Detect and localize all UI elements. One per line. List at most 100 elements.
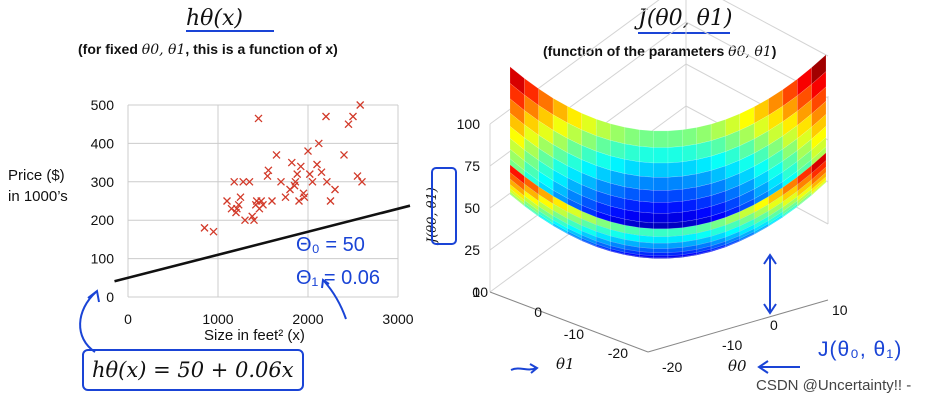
title-underline — [186, 30, 274, 32]
data-point — [314, 139, 323, 148]
z-axis-label-box — [431, 167, 457, 245]
data-point — [250, 216, 258, 225]
z-tick-label: 100 — [457, 116, 481, 132]
theta1-axis-label: θ1 — [556, 355, 575, 373]
data-point — [313, 160, 321, 169]
x-tick-label: 2000 — [292, 311, 323, 327]
y-tick-label: 400 — [91, 135, 115, 151]
data-point — [259, 200, 267, 209]
y-tick-label: 200 — [91, 212, 115, 228]
theta1-axis — [489, 291, 649, 353]
left-title: hθ(x) — [186, 6, 243, 31]
hypothesis-box: hθ(x) = 50 + 0.06x — [82, 349, 304, 391]
x-tick-label: 1000 — [202, 311, 233, 327]
data-point — [241, 216, 249, 225]
y-tick-label: 0 — [106, 289, 114, 305]
theta0-axis — [647, 299, 829, 353]
data-point — [236, 193, 245, 202]
handwritten-cost-label: J(θ₀, θ₁) — [818, 338, 903, 361]
annotation-theta0: Θ₀ = 50 — [296, 234, 365, 256]
data-point — [300, 193, 309, 202]
data-point — [223, 197, 231, 205]
distance-arrow-heads — [763, 253, 777, 315]
y-axis-label-line1: Price ($) — [8, 167, 65, 184]
data-point — [308, 177, 317, 186]
theta1-tick-label: -10 — [564, 326, 584, 342]
x-tick-label: 3000 — [382, 311, 413, 327]
y-axis-label-line2: in 1000’s — [8, 188, 68, 205]
y-axis-label: Price ($) in 1000’s — [8, 165, 68, 207]
y-tick-label: 300 — [91, 174, 115, 190]
right-title: J(θ0, θ1) — [638, 6, 733, 31]
x-axis-label: Size in feet² (x) — [204, 327, 305, 344]
data-point — [358, 177, 366, 186]
data-point — [264, 166, 273, 175]
hypothesis-formula: hθ(x) = 50 + 0.06x — [92, 358, 294, 382]
data-point — [317, 168, 326, 177]
data-point — [230, 177, 239, 186]
subtitle-params: θ0, θ1 — [141, 42, 186, 58]
theta1-tick-label: -20 — [608, 345, 628, 361]
annotation-slope-arrow-head — [321, 278, 330, 289]
data-point — [277, 177, 285, 186]
z-tick-label: 50 — [464, 200, 480, 216]
data-point — [248, 212, 257, 221]
data-point — [340, 150, 348, 159]
y-tick-label: 100 — [91, 251, 115, 267]
right-subtitle-params: θ0, θ1 — [728, 44, 772, 60]
data-point — [281, 193, 290, 202]
data-point — [296, 162, 305, 171]
data-point — [254, 114, 263, 123]
theta0-axis-label: θ0 — [728, 357, 747, 375]
annotation-slope-arrow — [323, 280, 347, 320]
z-tick-label: 75 — [464, 158, 480, 174]
data-point — [268, 197, 276, 205]
theta0-tick-label: 10 — [832, 302, 848, 318]
data-point — [287, 158, 296, 167]
watermark: CSDN @Uncertainty!! - — [756, 377, 912, 394]
subtitle-prefix: (for fixed — [78, 41, 142, 57]
data-point — [234, 200, 243, 209]
y-tick-label: 500 — [91, 97, 115, 113]
theta0-tick-label: -10 — [722, 337, 742, 353]
theta0-tick-label: -20 — [662, 359, 682, 375]
data-point — [322, 112, 330, 121]
left-subtitle: (for fixed θ0, θ1, this is a function of… — [78, 41, 338, 58]
data-point — [304, 147, 312, 156]
data-point — [305, 170, 314, 179]
data-point — [209, 227, 218, 236]
data-point — [349, 112, 357, 121]
z-grid-line-right — [722, 0, 829, 57]
cost-surface — [509, 54, 827, 259]
x-tick-label: 0 — [124, 311, 132, 327]
hypothesis-line — [114, 204, 411, 283]
data-point — [295, 197, 303, 205]
z-tick-label: 0 — [472, 284, 480, 300]
data-point — [257, 197, 266, 205]
subtitle-suffix: , this is a function of x) — [185, 41, 338, 57]
data-point — [353, 172, 362, 180]
right-subtitle-prefix: (function of the parameters — [543, 43, 729, 59]
data-point — [272, 150, 281, 159]
annotation-arrow-head — [87, 289, 100, 303]
annotation-theta1: Θ₁ = 0.06 — [296, 267, 381, 289]
data-point — [331, 185, 339, 194]
data-point — [293, 170, 302, 179]
data-point — [291, 177, 300, 186]
theta1-tick-label: 10 — [472, 284, 488, 300]
theta1-tick-label: 0 — [534, 304, 542, 320]
right-subtitle-suffix: ) — [771, 43, 777, 59]
data-point — [245, 177, 254, 186]
right-title-underline — [638, 32, 730, 34]
data-point — [344, 120, 353, 129]
right-subtitle: (function of the parameters θ0, θ1) — [543, 43, 776, 60]
data-point — [356, 101, 365, 109]
data-point — [232, 204, 241, 213]
data-point — [326, 197, 335, 205]
data-point — [239, 177, 248, 186]
data-point — [200, 223, 209, 232]
data-point — [322, 177, 331, 186]
theta0-pointer-arrow — [757, 360, 800, 374]
annotation-arrow-curve — [79, 291, 97, 353]
